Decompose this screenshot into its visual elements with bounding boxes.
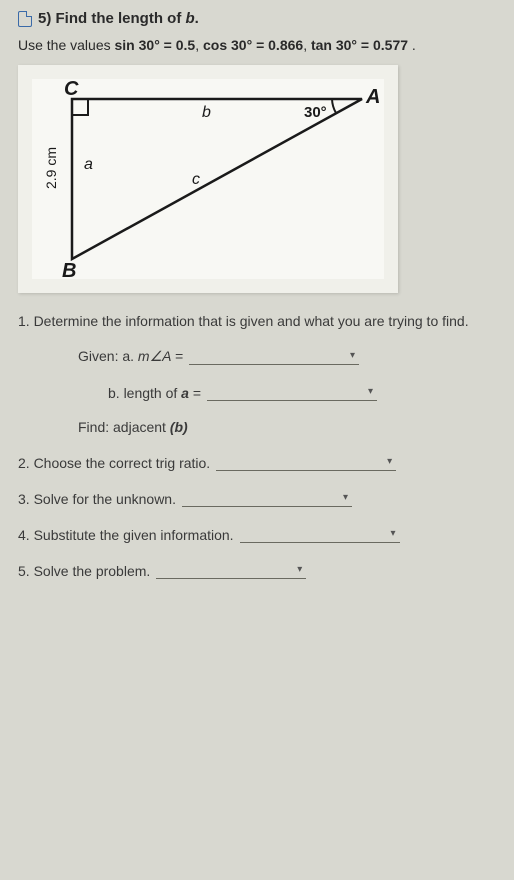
step4: 4. Substitute the given information. ▾ (18, 525, 496, 543)
blank-s4[interactable]: ▾ (240, 525, 400, 543)
instr-prefix: Use the values (18, 37, 115, 53)
given-b-row: b. length of a = ▾ (18, 383, 496, 401)
given-b-label: b. length of a = (108, 385, 201, 401)
dropdown-caret-icon: ▾ (387, 456, 392, 467)
label-B: B (62, 260, 76, 279)
label-c: c (192, 171, 200, 188)
qtitle-main: Find the length of (56, 10, 182, 27)
qtitle-end: . (195, 10, 199, 27)
dropdown-caret-icon: ▾ (350, 350, 355, 361)
dropdown-caret-icon: ▾ (368, 386, 373, 397)
triangle-svg: C A B b a c 30° 2.9 cm (32, 79, 384, 279)
step5: 5. Solve the problem. ▾ (18, 561, 496, 579)
blank-s5[interactable]: ▾ (156, 561, 306, 579)
blank-given-a[interactable]: ▾ (189, 347, 359, 365)
dropdown-caret-icon: ▾ (297, 564, 302, 575)
val3: tan 30° = 0.577 (311, 37, 408, 53)
dropdown-caret-icon: ▾ (343, 492, 348, 503)
blank-s3[interactable]: ▾ (182, 489, 352, 507)
step5-text: 5. Solve the problem. (18, 563, 150, 579)
find-row: Find: adjacent (b) (18, 419, 496, 435)
steps-container: 1. Determine the information that is giv… (18, 313, 496, 579)
qtitle-var: b (186, 10, 195, 27)
step2-text: 2. Choose the correct trig ratio. (18, 455, 210, 471)
blank-s2[interactable]: ▾ (216, 453, 396, 471)
step3: 3. Solve for the unknown. ▾ (18, 489, 496, 507)
find-label: Find: adjacent (b) (78, 419, 188, 435)
question-header: 5) Find the length of b. (18, 10, 496, 27)
step1-text: 1. Determine the information that is giv… (18, 313, 469, 329)
given-a-row: Given: a. m∠A = ▾ (18, 347, 496, 365)
label-b: b (202, 104, 211, 121)
label-C: C (64, 79, 79, 100)
given-a-label: Given: a. m∠A = (78, 348, 183, 365)
label-A: A (365, 86, 380, 108)
step1: 1. Determine the information that is giv… (18, 313, 496, 329)
question-title: 5) Find the length of b. (38, 10, 199, 27)
dropdown-caret-icon: ▾ (391, 528, 396, 539)
label-a: a (84, 156, 93, 173)
label-angle: 30° (304, 104, 327, 121)
triangle-diagram: C A B b a c 30° 2.9 cm (18, 65, 398, 293)
val2: cos 30° = 0.866 (203, 37, 303, 53)
doc-icon (18, 11, 32, 27)
blank-given-b[interactable]: ▾ (207, 383, 377, 401)
step3-text: 3. Solve for the unknown. (18, 491, 176, 507)
step2: 2. Choose the correct trig ratio. ▾ (18, 453, 496, 471)
label-sidelen: 2.9 cm (43, 147, 59, 189)
instruction-line: Use the values sin 30° = 0.5, cos 30° = … (18, 37, 496, 53)
qnum: 5) (38, 10, 51, 27)
val1: sin 30° = 0.5 (115, 37, 196, 53)
step4-text: 4. Substitute the given information. (18, 527, 234, 543)
